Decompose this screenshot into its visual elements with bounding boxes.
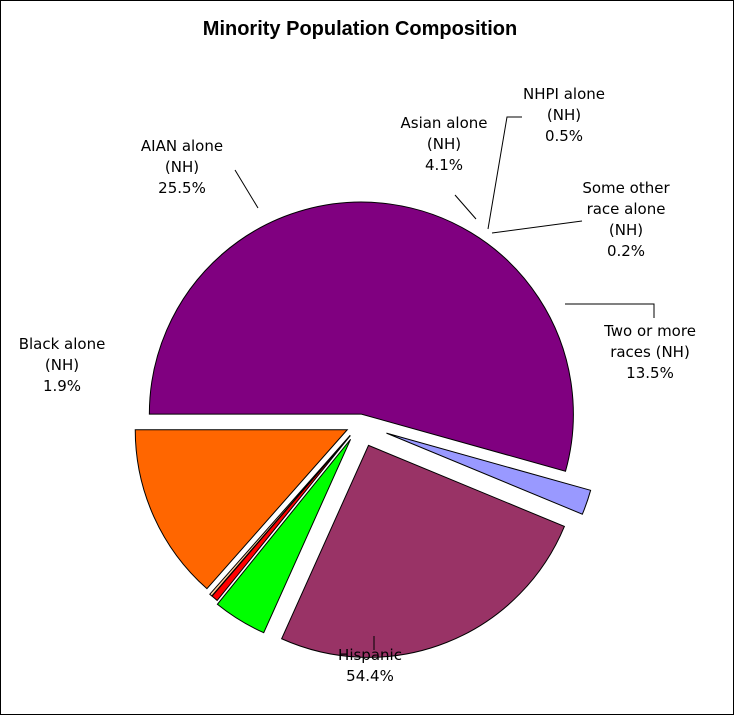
pie-slice-hispanic xyxy=(148,201,574,472)
slice-labels: Hispanic 54.4% Black alone (NH) 1.9% AIAN alo… xyxy=(19,85,696,685)
chart-title: Minority Population Composition xyxy=(203,18,517,40)
pie-slice-aian xyxy=(280,444,566,658)
leader-line-aian xyxy=(234,169,259,209)
slice-label-aian: AIAN alone (NH) 25.5% xyxy=(141,137,223,197)
leader-line-nhpi xyxy=(487,116,522,230)
pie-slice-two-or-more xyxy=(134,429,349,590)
slice-label-two-or-more: Two or more races (NH) 13.5% xyxy=(603,322,696,382)
slice-label-asian: Asian alone (NH) 4.1% xyxy=(401,114,488,174)
slice-label-black: Black alone (NH) 1.9% xyxy=(19,335,106,395)
slice-label-hispanic: Hispanic 54.4% xyxy=(338,646,402,685)
leader-line-asian xyxy=(454,194,477,220)
pie-slice-black xyxy=(386,432,592,515)
slice-label-nhpi: NHPI alone (NH) 0.5% xyxy=(523,85,605,145)
leader-lines xyxy=(234,116,655,650)
leader-line-other xyxy=(491,220,583,234)
slice-label-other: Some other race alone (NH) 0.2% xyxy=(582,179,670,260)
pie-slice-asian xyxy=(216,439,352,634)
pie-slices xyxy=(134,201,592,658)
pie-slice-other xyxy=(209,434,351,597)
leader-line-two-or-more xyxy=(565,303,655,318)
